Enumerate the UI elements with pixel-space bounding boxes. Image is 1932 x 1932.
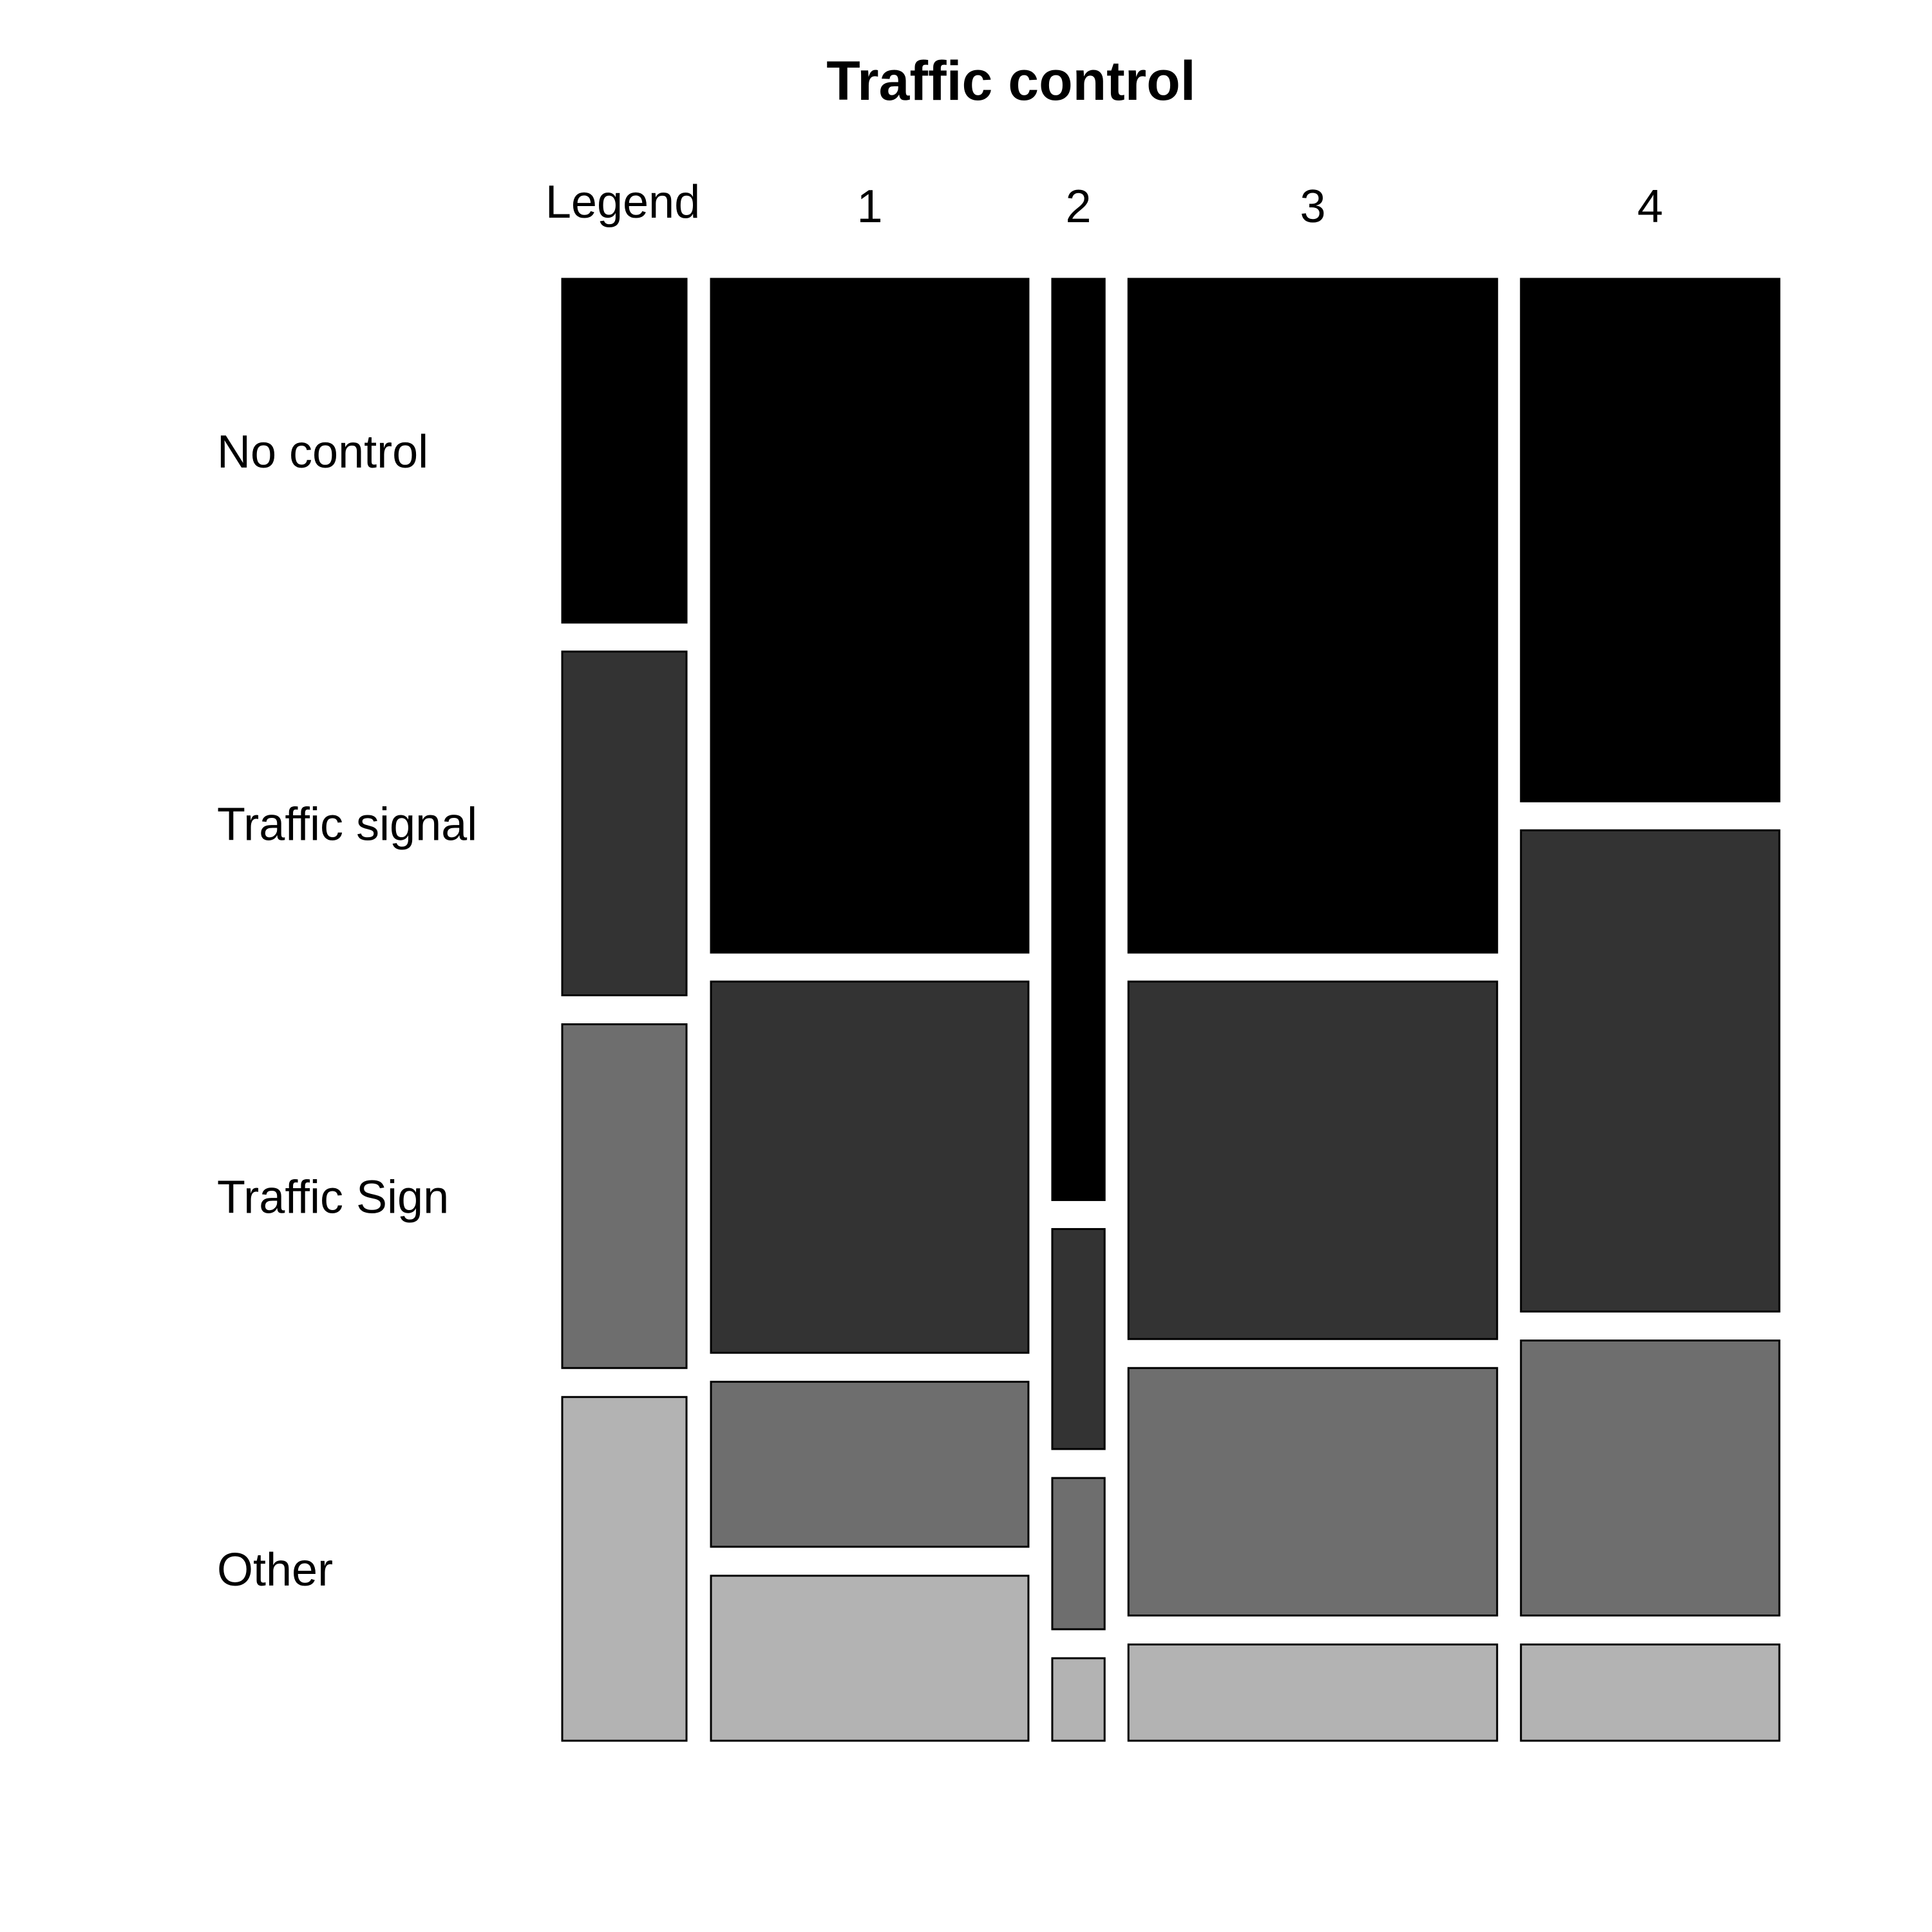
legend-tile-1 xyxy=(561,278,688,624)
legend-tile-3 xyxy=(561,1023,688,1369)
tile-col3-row3 xyxy=(1127,1367,1499,1617)
tile-col3-row4 xyxy=(1127,1643,1499,1742)
tile-col4-row4 xyxy=(1520,1643,1781,1742)
tile-col1-row3 xyxy=(710,1381,1030,1548)
chart-title: Traffic control xyxy=(826,50,1195,112)
column-label-3: 3 xyxy=(1300,181,1325,232)
legend-column-label: Legend xyxy=(545,176,700,228)
tile-col4-row3 xyxy=(1520,1340,1781,1617)
tile-col1-row2 xyxy=(710,980,1030,1354)
row-label-3: Traffic Sign xyxy=(217,1171,449,1223)
row-label-2: Traffic signal xyxy=(217,799,477,851)
legend-tile-4 xyxy=(561,1396,688,1742)
row-label-4: Other xyxy=(217,1544,333,1596)
column-label-2: 2 xyxy=(1066,181,1092,232)
tile-col1-row4 xyxy=(710,1575,1030,1742)
tile-col2-row3 xyxy=(1051,1477,1106,1631)
tile-col2-row4 xyxy=(1051,1657,1106,1742)
tile-col1-row1 xyxy=(710,278,1030,954)
tile-col2-row1 xyxy=(1051,278,1106,1201)
tile-col4-row2 xyxy=(1520,829,1781,1313)
legend-tile-2 xyxy=(561,650,688,996)
tile-col3-row1 xyxy=(1127,278,1499,954)
tile-col3-row2 xyxy=(1127,980,1499,1340)
row-label-1: No control xyxy=(217,426,428,478)
tile-col4-row1 xyxy=(1520,278,1781,802)
column-label-4: 4 xyxy=(1637,181,1663,232)
tile-col2-row2 xyxy=(1051,1227,1106,1450)
column-label-1: 1 xyxy=(857,181,882,232)
